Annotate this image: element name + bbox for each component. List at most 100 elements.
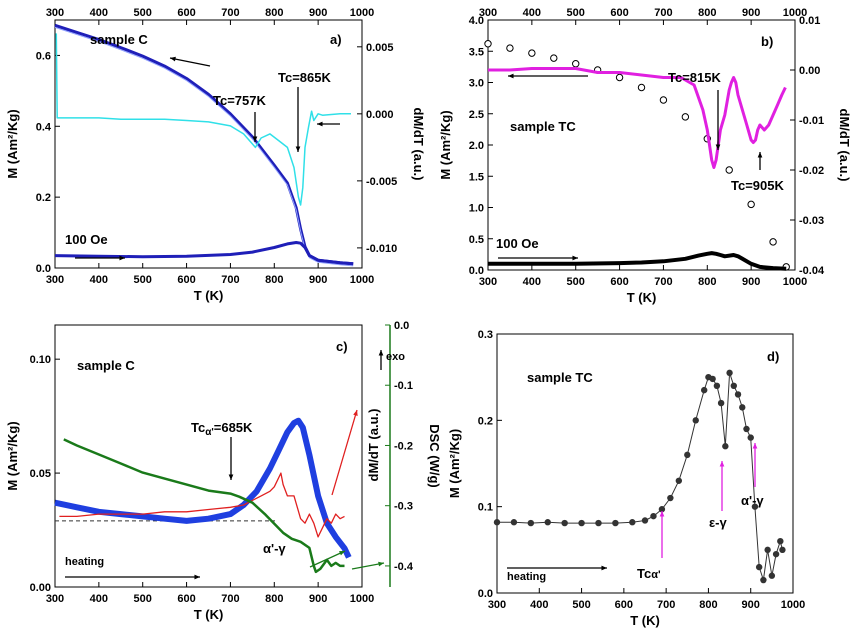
panel-d-heating-label: heating <box>507 571 546 583</box>
panel-a-y2tick-label-0: -0.010 <box>366 243 397 255</box>
panel-c-dsc-y2tick-label-4: -0.4 <box>394 561 414 573</box>
panel-d-series-m-point-34 <box>777 538 784 545</box>
panel-d-series-m-point-24 <box>734 391 742 398</box>
panel-c-series-dmdt <box>59 472 345 538</box>
panel-d-series-m-point-20 <box>717 399 725 407</box>
panel-a-xtick-top-label-4: 700 <box>221 7 239 19</box>
panel-d-ytick-label-0: 0.0 <box>478 588 493 600</box>
panel-c-xtick-label-5: 800 <box>265 593 283 605</box>
panel-a-xlabel: T (K) <box>194 288 224 303</box>
panel-a-xtick-top-label-3: 600 <box>177 7 195 19</box>
panel-d-xtick-label-7: 1000 <box>781 599 805 611</box>
panel-d-annotation-tc-sub: α' <box>651 569 661 581</box>
panel-d-series-m-point-8 <box>629 519 636 526</box>
panel-d-series-line <box>497 372 783 581</box>
panel-c-series-dsc <box>63 438 345 574</box>
panel-d-series-m-point-23 <box>730 382 737 389</box>
panel-c-ylabel: M (Am²/Kg) <box>5 421 20 490</box>
panel-b-annotation-tc905: Tc=905K <box>731 178 784 193</box>
panel-b-y2tick-label-0: -0.04 <box>799 265 825 277</box>
panel-b-y2label: dM/dT (a.u.) <box>837 109 852 182</box>
panel-c-dmdt-label: dM/dT (a.u.) <box>366 409 381 482</box>
panel-a-series-m-inner <box>54 26 354 267</box>
panel-c-xlabel: T (K) <box>194 607 224 622</box>
panel-c-dsc-y2label: DSC (W/g) <box>427 424 442 488</box>
panel-b-series-100oe <box>488 251 787 271</box>
panel-a-arrow-tc865-head <box>295 146 301 152</box>
panel-b-panel-label: b) <box>761 34 773 49</box>
panel-a-ytick-label-0: 0.0 <box>36 263 51 275</box>
panel-d-series-m-point-3 <box>544 519 551 526</box>
panel-b-xtick-top-label-2: 500 <box>567 7 585 19</box>
panel-d-series-m-point-15 <box>692 417 699 424</box>
panel-b-series-m-point-12 <box>747 200 755 209</box>
panel-c-ytick-label-0: 0.00 <box>30 582 51 594</box>
panel-c-arrow-phase-shaft <box>309 550 346 568</box>
panel-b-xtick-label-5: 800 <box>698 276 716 288</box>
panel-d-ytick-label-3: 0.3 <box>478 329 493 341</box>
panel-c-dsc-y2tick-label-0: 0.0 <box>394 320 409 332</box>
panel-d-series-m-point-7 <box>612 519 619 527</box>
panel-a-xtick-top-label-1: 400 <box>90 7 108 19</box>
panel-a-arrow-cooling-head <box>170 56 176 62</box>
panel-b-xtick-label-4: 700 <box>654 276 672 288</box>
panel-d-series-m-point-31 <box>764 546 771 554</box>
panel-c-annotation-phase: α'-γ <box>263 541 286 556</box>
panel-c-ytick-label-1: 0.05 <box>30 468 51 480</box>
panel-b-xtick-top-label-1: 400 <box>523 7 541 19</box>
panel-a-xtick-label-0: 300 <box>46 274 64 286</box>
panel-d-ytick-label-1: 0.1 <box>478 502 493 514</box>
panel-b-y2tick-label-5: 0.01 <box>799 15 820 27</box>
panel-c-panel-label: c) <box>336 339 348 354</box>
panel-b-xtick-top-label-0: 300 <box>479 7 497 19</box>
panel-b-ytick-label-1: 0.5 <box>469 234 484 246</box>
panel-b-xtick-top-label-7: 1000 <box>783 7 807 19</box>
panel-c-xtick-label-4: 700 <box>221 593 239 605</box>
panel-d-series-m-point-29 <box>755 563 763 571</box>
panel-b-ytick-label-0: 0.0 <box>469 265 484 277</box>
panel-d-series-m-point-33 <box>772 550 780 558</box>
panel-b-frame <box>487 19 796 271</box>
panel-b-xtick-label-2: 500 <box>567 276 585 288</box>
panel-a-y2tick-label-3: 0.005 <box>366 42 394 54</box>
panel-a-ylabel: M (Am²/Kg) <box>5 109 20 178</box>
panel-b-arrow-heating-head <box>572 255 578 261</box>
panel-d-xtick-label-3: 600 <box>615 599 633 611</box>
panel-c-xtick-label-7: 1000 <box>350 593 374 605</box>
panel-d-series-m-point-0 <box>493 519 501 526</box>
panel-d-sample-label: sample TC <box>527 370 593 385</box>
panel-b-field-label: 100 Oe <box>496 236 539 251</box>
panel-a-xtick-label-7: 1000 <box>350 274 374 286</box>
panel-d-series-m-point-4 <box>561 519 568 527</box>
panel-a-xtick-label-3: 600 <box>177 274 195 286</box>
panel-b-xlabel: T (K) <box>627 290 657 305</box>
panel-b-series-m-point-9 <box>681 113 690 121</box>
panel-a-arrow-cooling-shaft <box>169 57 211 67</box>
panel-b-sample-label: sample TC <box>510 119 576 134</box>
panel-d-series-m-point-27 <box>747 434 754 441</box>
panel-c-heating-label: heating <box>65 556 104 568</box>
panel-d-series-m-point-18 <box>709 375 716 383</box>
panel-c-dsc-y2tick-label-2: -0.2 <box>394 440 413 452</box>
panel-b-series-m-point-2 <box>528 49 536 57</box>
panel-a-ytick-label-1: 0.2 <box>36 192 51 204</box>
panel-c-exo-label: exo <box>386 351 405 363</box>
panel-b-ytick-label-7: 3.5 <box>469 46 484 58</box>
panel-b-annotation-tc815: Tc=815K <box>668 70 721 85</box>
panel-b-xtick-label-0: 300 <box>479 276 497 288</box>
panel-b-series-m-point-0 <box>484 40 492 48</box>
panel-b-xtick-label-6: 900 <box>742 276 760 288</box>
panel-b-ytick-label-6: 3.0 <box>469 78 484 90</box>
panel-a-series-dmdt <box>55 33 351 206</box>
panel-c-arrow-tc-head <box>228 474 234 480</box>
panel-d-series-m-point-25 <box>739 404 746 411</box>
panel-b-arrow-tc905-head <box>757 152 763 158</box>
panel-b-series-m-point-11 <box>725 166 733 174</box>
panel-c-xtick-label-6: 900 <box>309 593 327 605</box>
panel-a-ytick-label-3: 0.6 <box>36 50 51 62</box>
panel-a-xtick-top-label-5: 800 <box>265 7 283 19</box>
panel-c-dsc-y2tick-label-3: -0.3 <box>394 501 413 513</box>
panel-b-series-m-point-7 <box>637 83 646 92</box>
panel-d-annotation-phase: α'-γ <box>741 493 764 508</box>
panel-b-y2tick-label-1: -0.03 <box>799 215 824 227</box>
